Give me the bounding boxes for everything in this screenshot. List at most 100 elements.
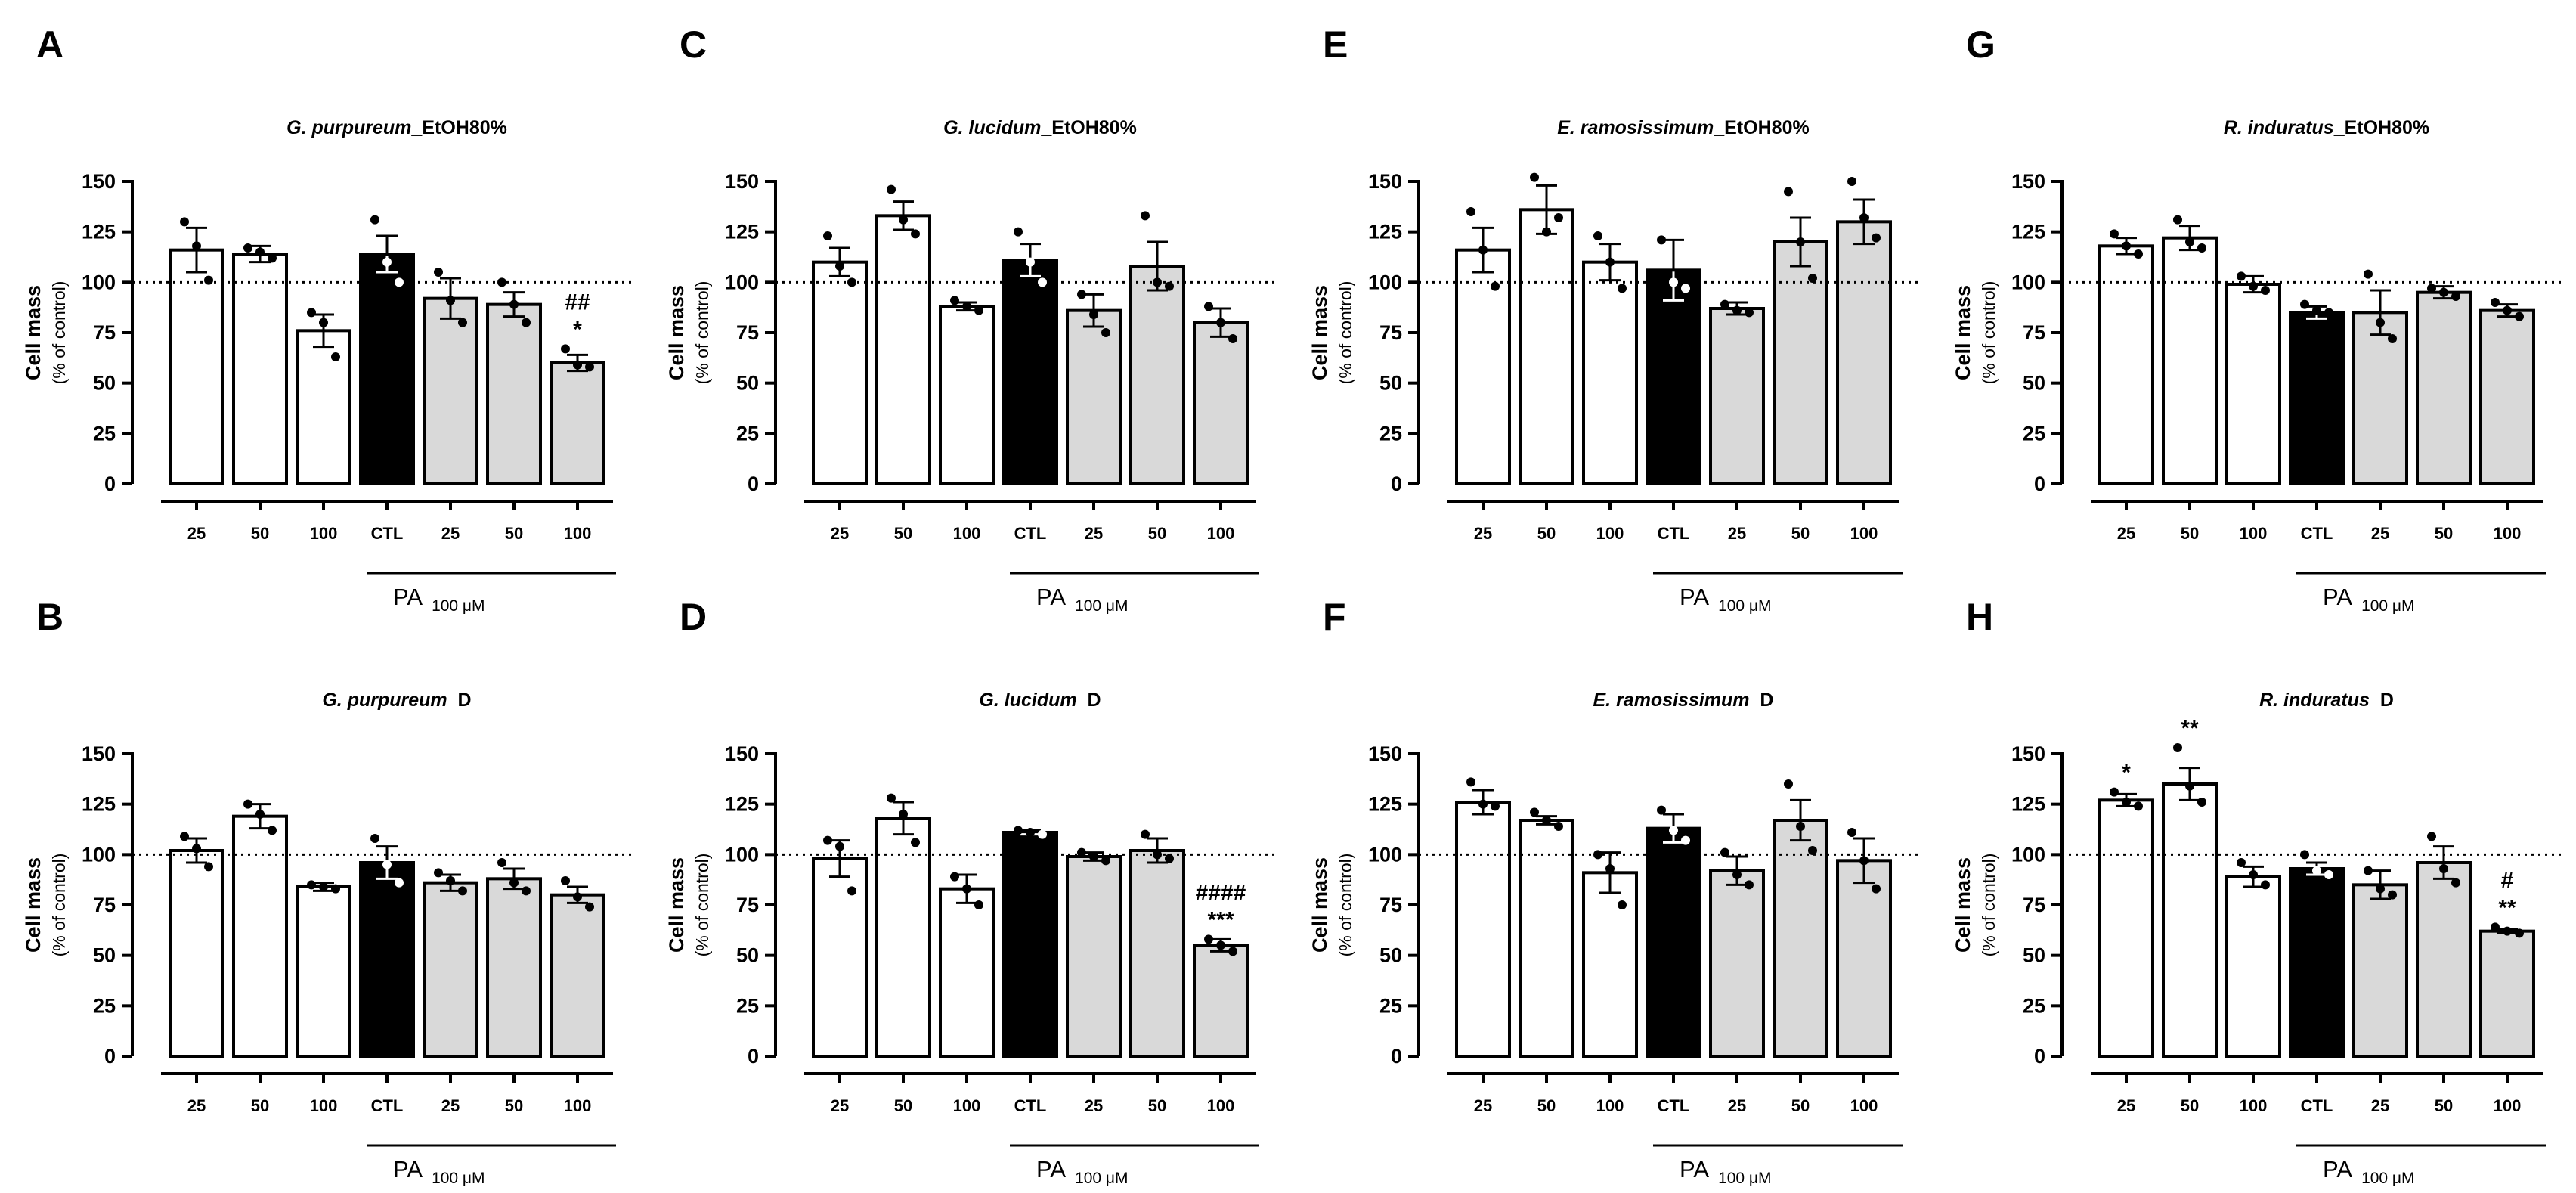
data-point [2515, 311, 2524, 321]
x-tick-label: 50 [1791, 1096, 1810, 1115]
pa-subscript: 100 μM [1075, 1170, 1128, 1187]
data-point [835, 841, 844, 851]
data-point [899, 810, 908, 819]
panel-g: G R. induratus_EtOH80% Cell mass (% of cont… [1952, 23, 2561, 615]
x-tick-label: 25 [2371, 1096, 2389, 1115]
data-point [1681, 284, 1690, 293]
title-suffix: _EtOH80% [2333, 117, 2429, 138]
bar [296, 329, 351, 486]
data-point [2324, 308, 2333, 318]
pa-text: PA [1036, 584, 1066, 610]
data-point [434, 268, 443, 277]
pa-subscript: 100 μM [2361, 597, 2414, 615]
data-point [974, 900, 983, 909]
y-axis-label: Cell mass [665, 285, 688, 380]
bar [1836, 859, 1892, 1058]
data-point [1491, 281, 1500, 291]
y-tick-label: 150 [725, 170, 759, 193]
chart-title: G. purpureum_EtOH80% [286, 117, 507, 138]
y-axis-sublabel: (% of control) [1979, 281, 1999, 385]
chart-title: R. induratus_EtOH80% [2224, 117, 2429, 138]
y-tick-label: 125 [82, 221, 116, 243]
data-point [1153, 277, 1162, 287]
bar [1582, 871, 1638, 1058]
x-axis: 25 50 100 CTL 25 50 100 [804, 500, 1256, 543]
data-point [2249, 281, 2258, 291]
title-species: R. induratus [2259, 689, 2370, 711]
data-point [911, 838, 920, 847]
pa-text: PA [2323, 1156, 2352, 1182]
x-tick-label: 25 [1085, 524, 1103, 543]
data-point [2261, 286, 2270, 295]
data-point [1228, 947, 1237, 956]
y-tick-label: 125 [2011, 793, 2045, 816]
title-suffix: _D [1749, 689, 1774, 711]
x-axis: 25 50 100 CTL 25 50 100 [804, 1072, 1256, 1115]
data-point [2388, 334, 2397, 343]
title-suffix: _D [447, 689, 472, 711]
bar [2416, 290, 2472, 485]
data-point [2110, 787, 2119, 797]
bar [2416, 861, 2472, 1058]
bar [232, 814, 288, 1058]
y-tick-label: 75 [1379, 321, 1402, 344]
y-axis-label: Cell mass [22, 857, 45, 953]
data-point [1618, 284, 1627, 293]
chart-title: E. ramosissimum_EtOH80% [1557, 117, 1809, 138]
y-tick-label: 50 [2023, 944, 2045, 967]
data-point [1165, 854, 1174, 863]
x-tick-label: 100 [1596, 524, 1624, 543]
bar [2225, 283, 2281, 485]
data-point [2491, 922, 2500, 932]
data-point [847, 277, 856, 287]
y-tick-label: 25 [736, 994, 759, 1017]
data-point [1745, 308, 1754, 318]
data-point [1466, 777, 1475, 787]
x-tick-label: 25 [187, 1096, 206, 1115]
y-tick-label: 25 [736, 422, 759, 445]
bars [1455, 208, 1892, 485]
y-tick-label: 100 [82, 843, 116, 866]
pa-subscript: 100 μM [1075, 597, 1128, 615]
data-point [522, 886, 531, 896]
bar [1709, 307, 1765, 485]
x-axis: 25 50 100 CTL 25 50 100 [2091, 500, 2543, 543]
data-point [192, 844, 201, 854]
chart-title: E. ramosissimum_D [1593, 689, 1774, 711]
x-tick-label: 50 [1537, 1096, 1556, 1115]
y-tick-label: 25 [1379, 422, 1402, 445]
y-tick-label: 100 [2011, 271, 2045, 293]
data-point [2134, 801, 2143, 811]
y-tick-label: 100 [82, 271, 116, 293]
data-point [1872, 884, 1881, 894]
x-tick-label: 100 [2240, 524, 2268, 543]
x-tick-label: CTL [371, 524, 404, 543]
y-tick-label: 75 [1379, 894, 1402, 916]
x-tick-label: 100 [310, 524, 338, 543]
x-tick-label: 100 [1207, 524, 1235, 543]
data-point [1784, 779, 1793, 789]
data-point [1808, 274, 1817, 283]
significance-mark: ## [565, 290, 590, 315]
significance-mark: * [2122, 761, 2131, 786]
x-tick-label: 50 [894, 1096, 912, 1115]
bar [1002, 259, 1058, 485]
y-tick-label: 25 [2023, 422, 2045, 445]
data-point [2376, 318, 2385, 327]
data-point [1669, 826, 1678, 835]
data-point [382, 860, 392, 869]
data-point [911, 229, 920, 239]
data-point [1859, 856, 1869, 866]
data-point [1077, 290, 1086, 299]
bar [550, 361, 605, 485]
x-tick-label: 100 [2494, 524, 2522, 543]
y-tick-label: 150 [1368, 170, 1402, 193]
data-point [1101, 328, 1110, 337]
y-axis-label: Cell mass [1308, 285, 1331, 380]
bar [1193, 944, 1249, 1058]
x-axis: 25 50 100 CTL 25 50 100 [161, 500, 613, 543]
y-tick-label: 50 [736, 372, 759, 395]
data-point [1554, 213, 1563, 222]
pa-subscript: 100 μM [1718, 597, 1771, 615]
bar [1646, 268, 1701, 485]
